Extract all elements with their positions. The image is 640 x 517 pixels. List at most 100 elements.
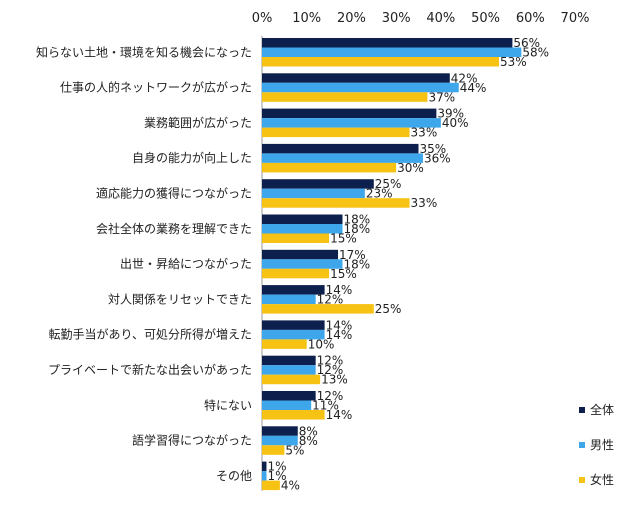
category-label: 適応能力の獲得につながった xyxy=(96,185,252,200)
x-tick-label: 60% xyxy=(516,11,545,26)
legend-swatch xyxy=(579,407,585,413)
bar xyxy=(262,249,339,260)
category-label: 語学習得につながった xyxy=(132,433,252,448)
bar xyxy=(262,410,325,420)
category-label: 転勤手当があり、可処分所得が増えた xyxy=(48,327,252,342)
x-tick-label: 30% xyxy=(382,11,411,26)
bar xyxy=(262,233,330,243)
x-tick-label: 40% xyxy=(426,11,455,26)
data-label: 35% xyxy=(420,142,447,156)
bar xyxy=(262,374,321,385)
category-label: 特にない xyxy=(204,397,252,412)
bar xyxy=(262,57,499,67)
data-label: 8% xyxy=(299,424,318,438)
bar xyxy=(262,391,316,401)
bar xyxy=(262,400,312,410)
x-tick-label: 10% xyxy=(292,11,321,26)
bar xyxy=(262,435,298,446)
bar xyxy=(262,320,325,330)
legend-swatch xyxy=(579,477,585,483)
data-label: 33% xyxy=(411,196,438,210)
bar xyxy=(262,480,280,491)
bar xyxy=(262,38,513,48)
data-label: 12% xyxy=(317,363,344,377)
bars xyxy=(262,38,522,491)
bar xyxy=(262,214,343,224)
x-tick-label: 0% xyxy=(252,11,273,26)
bar xyxy=(262,118,441,128)
data-label: 14% xyxy=(326,318,353,332)
bar xyxy=(262,179,374,189)
bar xyxy=(262,471,267,481)
bar xyxy=(262,92,428,102)
data-label: 23% xyxy=(366,187,393,201)
data-label: 36% xyxy=(424,151,451,165)
category-label: 対人関係をリセットできた xyxy=(108,292,252,306)
data-label: 58% xyxy=(522,46,549,60)
data-label: 14% xyxy=(326,408,353,422)
data-label: 1% xyxy=(267,460,286,474)
bar xyxy=(262,82,459,93)
data-label: 37% xyxy=(428,90,455,104)
x-tick-label: 20% xyxy=(337,11,366,26)
category-label: 知らない土地・環境を知る機会になった xyxy=(36,44,252,59)
data-label: 25% xyxy=(375,177,402,191)
data-label: 17% xyxy=(339,248,366,262)
data-label: 10% xyxy=(308,337,335,351)
data-label: 18% xyxy=(343,213,370,227)
data-label: 18% xyxy=(343,257,370,271)
data-label: 14% xyxy=(326,328,353,342)
bar xyxy=(262,285,325,295)
data-label: 12% xyxy=(317,354,344,368)
data-label: 15% xyxy=(330,267,357,281)
legend-label: 男性 xyxy=(590,438,614,452)
bar xyxy=(262,461,267,472)
bar xyxy=(262,268,330,279)
bar xyxy=(262,73,450,83)
data-label: 13% xyxy=(321,373,348,387)
bar xyxy=(262,304,374,314)
bar xyxy=(262,445,285,455)
legend-swatch xyxy=(579,442,585,448)
data-label: 30% xyxy=(397,161,424,175)
data-label: 12% xyxy=(317,389,344,403)
x-axis-ticks: 0% 10% 20% 30% 40% 50% 60% 70% xyxy=(252,11,590,26)
data-label: 25% xyxy=(375,302,402,316)
bar xyxy=(262,426,298,436)
data-label: 53% xyxy=(500,55,527,69)
data-label: 1% xyxy=(267,469,286,483)
legend-label: 全体 xyxy=(590,402,614,417)
category-labels: 知らない土地・環境を知る機会になった仕事の人的ネットワークが広がった業務範囲が広… xyxy=(36,44,252,483)
data-label: 18% xyxy=(343,222,370,236)
x-tick-label: 50% xyxy=(471,11,500,26)
data-label: 14% xyxy=(326,283,353,297)
bar xyxy=(262,365,316,375)
bar xyxy=(262,329,325,340)
bar xyxy=(262,294,316,305)
data-label: 15% xyxy=(330,232,357,246)
bar xyxy=(262,153,423,163)
category-label: 出世・昇給につながった xyxy=(120,256,252,271)
category-label: 自身の能力が向上した xyxy=(132,150,252,165)
bar xyxy=(262,162,397,173)
bar xyxy=(262,259,343,269)
category-label: 仕事の人的ネットワークが広がった xyxy=(60,80,252,95)
bar xyxy=(262,143,419,154)
bar xyxy=(262,339,307,349)
value-labels: 56%58%53%42%44%37%39%40%33%35%36%30%25%2… xyxy=(267,36,549,493)
category-label: プライベートで新たな出会いがあった xyxy=(48,362,252,377)
category-label: 会社全体の業務を理解できた xyxy=(96,221,252,236)
bar xyxy=(262,224,343,234)
data-label: 39% xyxy=(437,107,464,121)
data-label: 44% xyxy=(460,81,487,95)
bar xyxy=(262,127,410,138)
category-label: 業務範囲が広がった xyxy=(144,115,252,130)
bar xyxy=(262,355,316,366)
category-label: その他 xyxy=(216,469,252,483)
data-label: 56% xyxy=(513,36,540,50)
data-label: 33% xyxy=(411,126,438,140)
bar xyxy=(262,108,437,119)
x-tick-label: 70% xyxy=(561,11,590,26)
